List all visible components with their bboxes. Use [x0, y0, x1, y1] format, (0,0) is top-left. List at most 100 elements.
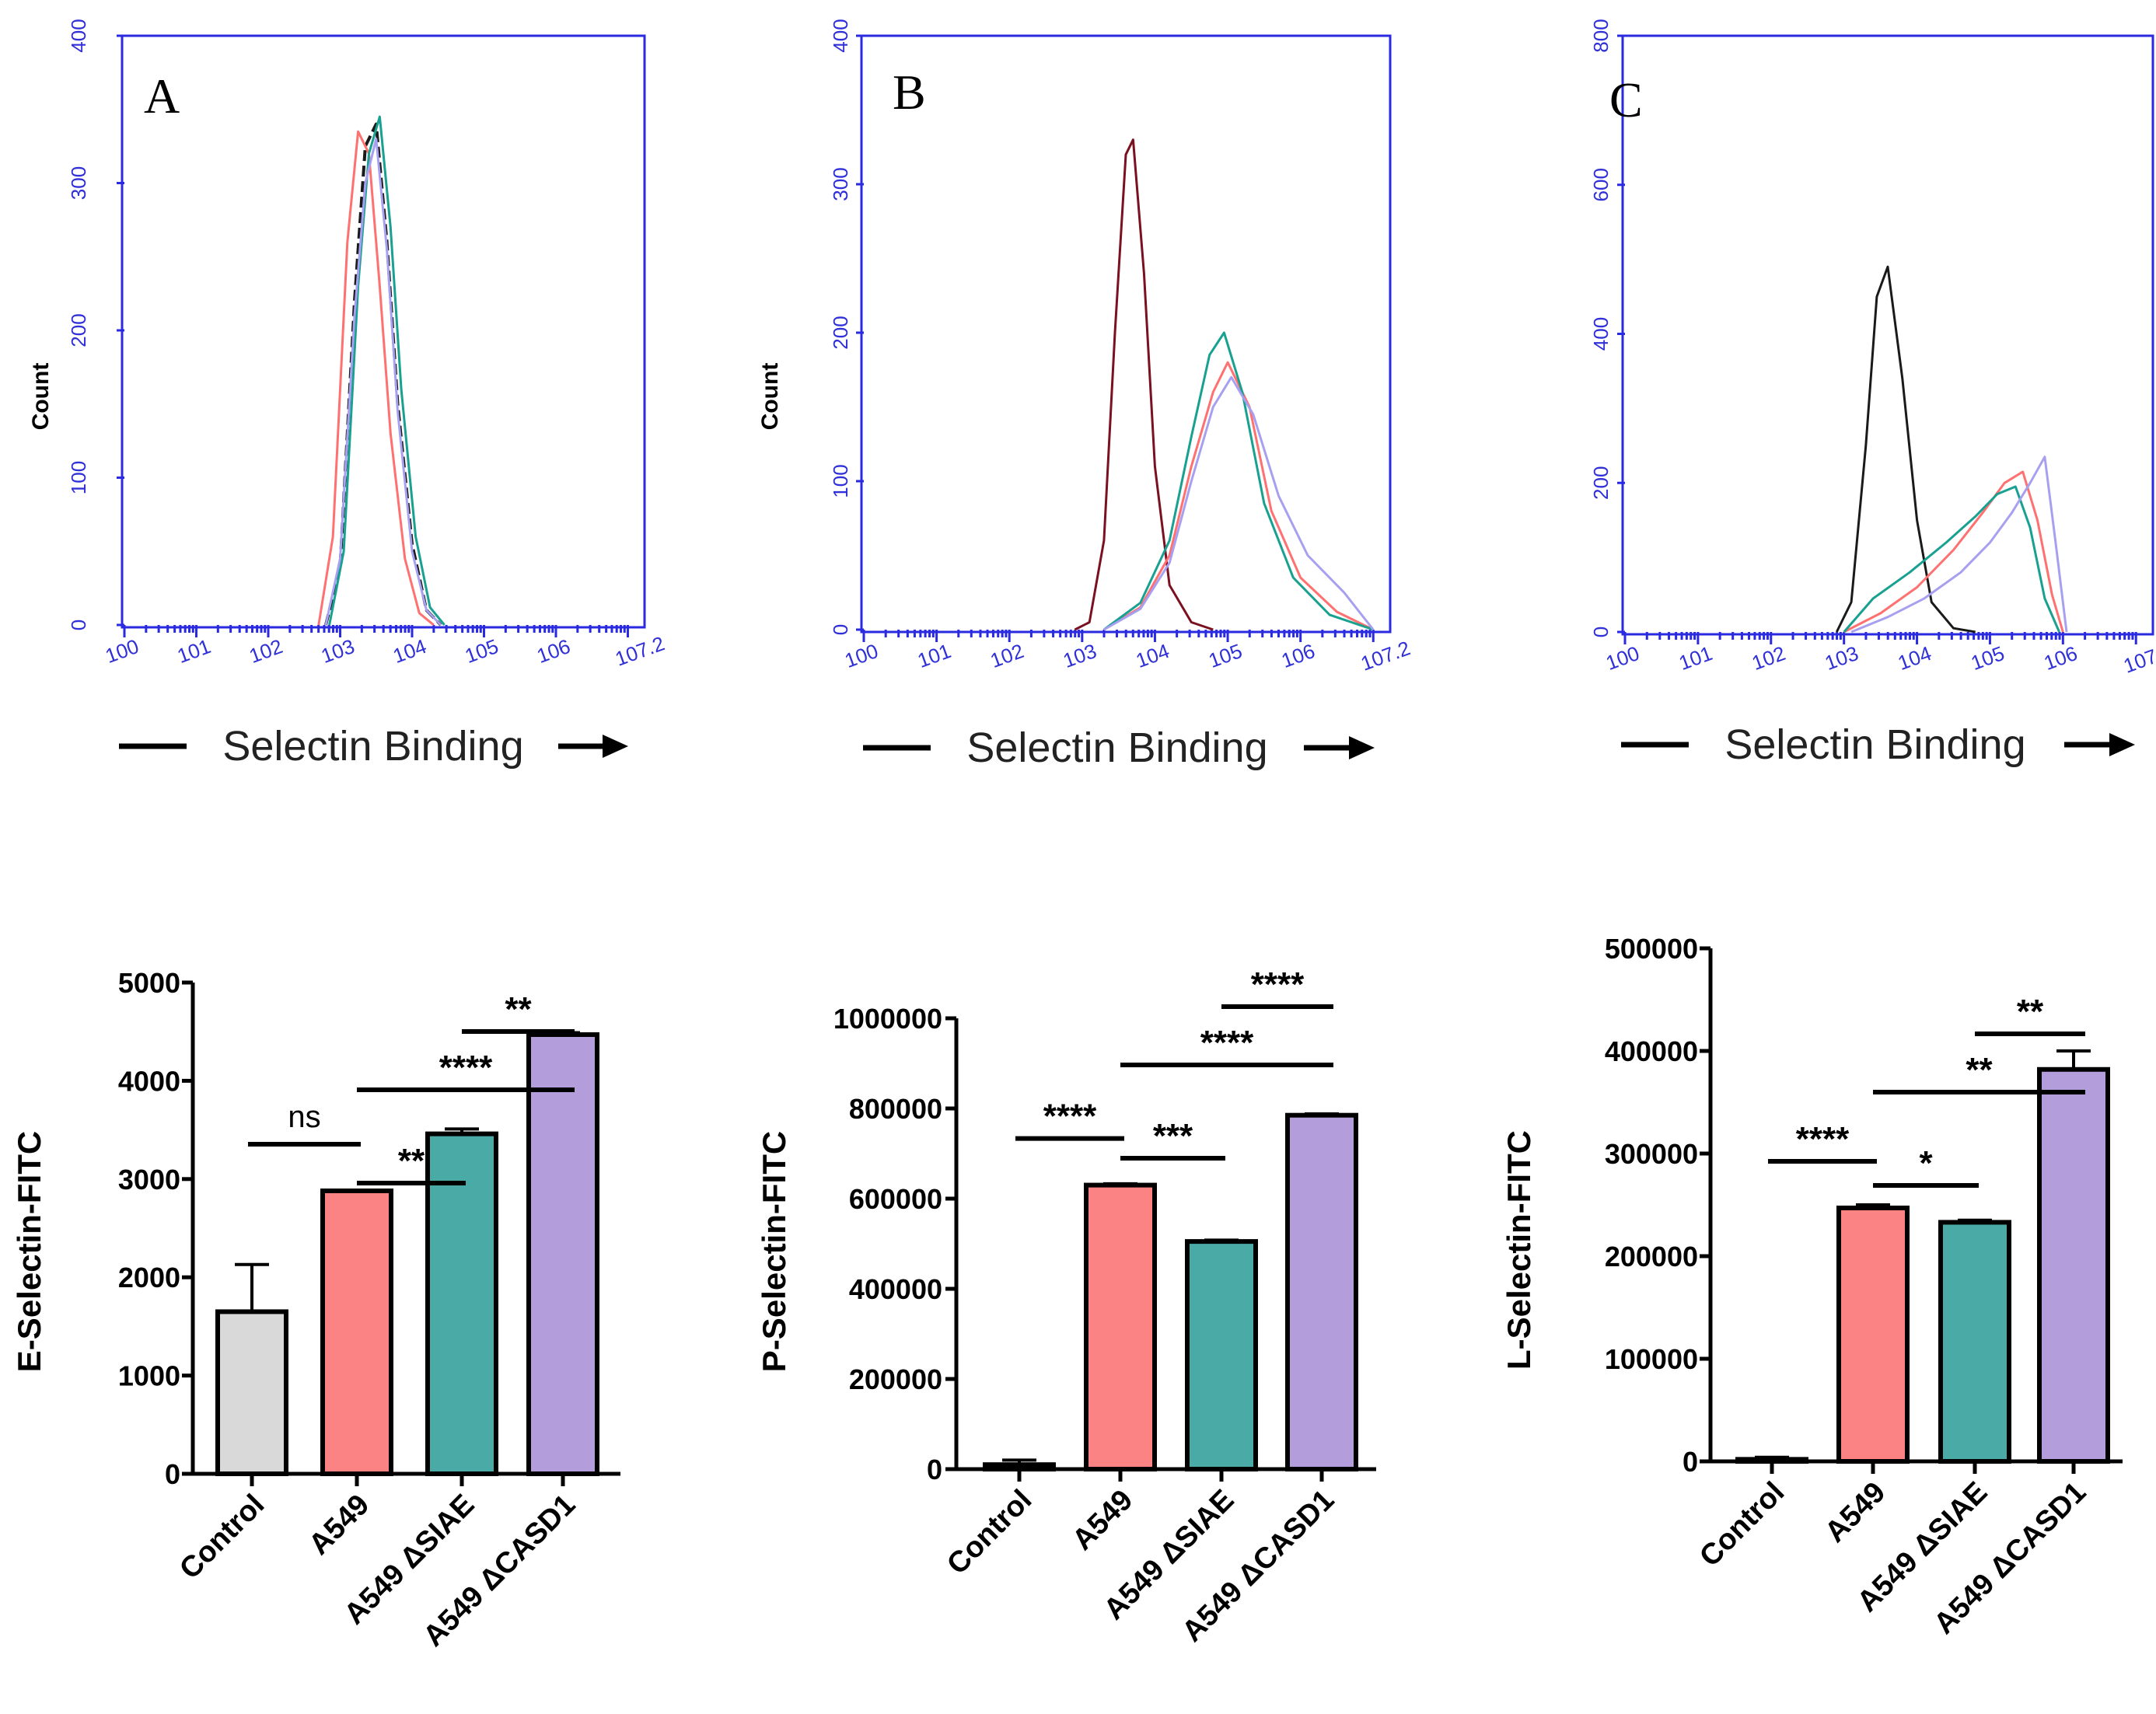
significance-label: ns [288, 1100, 320, 1134]
bar-3 [1285, 1112, 1358, 1471]
significance-label: ** [2017, 993, 2044, 1031]
flow-xtick-label: 105 [462, 634, 501, 668]
flow-xtick-label: 100 [102, 634, 142, 668]
flow-xtick-label: 104 [1133, 639, 1172, 672]
flow-ylabel: Count [757, 363, 783, 431]
bar-ytick-label: 200000 [849, 1363, 942, 1395]
flow-series-teal [1103, 331, 1374, 631]
significance-label: ** [505, 990, 532, 1028]
flow-ytick-label: 400 [1589, 317, 1613, 351]
significance-label: **** [1200, 1024, 1254, 1062]
flow-ylabel: Count [28, 363, 54, 431]
bar-ytick-label: 400000 [1605, 1035, 1698, 1067]
flow-xtick-label: 101 [1676, 641, 1715, 675]
flow-ytick-label: 300 [829, 167, 852, 201]
panel-letter: B [893, 65, 926, 120]
flow-ytick-label: 800 [1589, 19, 1613, 52]
flow-xtick-label: 101 [914, 639, 954, 672]
flow-ytick-label: 200 [1589, 466, 1613, 500]
bar-1 [320, 1188, 393, 1477]
flow-ytick-label: 200 [829, 316, 852, 349]
flow-panel-a: A Count 0 100 200 300 400 100 101 102 103 104 105… [28, 19, 668, 770]
flow-xtick-label: 107.2 [612, 631, 667, 670]
flow-ytick-label: 0 [1589, 627, 1613, 637]
bar-0 [1735, 1457, 1808, 1464]
bar-0 [215, 1309, 288, 1476]
panel-letter: C [1609, 72, 1643, 127]
flow-ytick-label: 400 [67, 19, 90, 52]
flow-ytick-label: 200 [67, 313, 90, 347]
flow-series-lavender [1103, 375, 1375, 631]
flow-xtick-label: 105 [1205, 639, 1245, 672]
significance-label: ** [1966, 1051, 1993, 1089]
bar-3 [2037, 1066, 2110, 1464]
flow-yticks: 0 100 200 300 400 [829, 19, 864, 635]
flow-xtick-label: 106 [1278, 639, 1318, 672]
bar-ytick-label: 600000 [849, 1183, 942, 1215]
flow-xtick-label: 101 [174, 634, 214, 668]
flow-series [1074, 138, 1375, 631]
xlabel-arrow [2064, 733, 2135, 756]
flow-xtick-label: 103 [1822, 641, 1861, 675]
flow-xtick-label: 106 [2041, 641, 2081, 675]
flow-ytick-label: 400 [829, 19, 852, 52]
flow-xticks: 100 101 102 103 104 105 106 107.2 [841, 630, 1413, 675]
flow-xtick-label: 107.2 [1358, 636, 1413, 675]
flow-xtick-label: 104 [390, 634, 429, 668]
bar-ytick-label: 1000000 [833, 1003, 942, 1035]
xlabel-arrow [1304, 736, 1375, 759]
flow-frame [860, 34, 1392, 634]
flow-xtick-label: 102 [246, 634, 285, 668]
bar-ytick-label: 4000 [118, 1065, 180, 1097]
flow-ytick-label: 0 [829, 624, 852, 635]
flow-series-lavender [1850, 456, 2068, 634]
bar-ytick-label: 0 [927, 1454, 942, 1485]
bar-ytick-label: 800000 [849, 1093, 942, 1125]
flow-frame [1621, 34, 2154, 636]
bar-ytick-label: 300000 [1605, 1138, 1698, 1170]
flow-panel-b: B Count 0 100 200 300 400 100 101 102 103 104 105… [757, 19, 1413, 771]
bar-ytick-label: 3000 [118, 1164, 180, 1196]
panel-letter: A [144, 68, 180, 124]
bar-ytick-label: 500000 [1605, 933, 1698, 965]
flow-xtick-label: 103 [318, 634, 358, 668]
significance-label: * [1919, 1144, 1933, 1182]
flow-xtick-label: 103 [1060, 639, 1099, 672]
bar-1 [1836, 1205, 1910, 1464]
bar-chart-p-selectin: P-Selectin-FITC 0 200000 400000 600000 80000… [756, 965, 1376, 1648]
flow-xlabel: Selectin Binding [222, 723, 523, 770]
flow-ytick-label: 300 [67, 166, 90, 200]
flow-panel-c: C 0 200 400 600 800 100 101 102 103 104 105 106 107… [1589, 19, 2156, 768]
flow-series-teal [1843, 485, 2060, 633]
bar-2 [1185, 1239, 1258, 1471]
flow-series-red [1103, 361, 1374, 631]
flow-series-red [317, 130, 435, 627]
significance-label: **** [1043, 1098, 1097, 1136]
flow-series-maroon [1074, 138, 1214, 631]
bar-chart-l-selectin: L-Selectin-FITC 0 100000 200000 300000 40000… [1501, 933, 2123, 1640]
bar-ytick-label: 200000 [1605, 1241, 1698, 1272]
flow-series-teal [328, 115, 446, 626]
flow-series [1835, 265, 2068, 634]
significance-label: **** [1251, 965, 1305, 1004]
bar-ylabel: E-Selectin-FITC [11, 1131, 47, 1372]
bar-ytick-label: 1000 [118, 1360, 180, 1392]
bar-chart-e-selectin: E-Selectin-FITC 0 1000 2000 3000 4000 5000 Con… [11, 967, 620, 1653]
bar-ylabel: L-Selectin-FITC [1501, 1130, 1537, 1370]
significance-label: **** [439, 1049, 493, 1087]
bar-ytick-label: 0 [1683, 1446, 1698, 1478]
flow-xtick-label: 102 [1749, 641, 1788, 675]
significance-label: ** [398, 1142, 425, 1180]
flow-xtick-label: 100 [841, 639, 881, 672]
bar-category-label: A549 [1066, 1484, 1139, 1557]
bar-category-label: Control [1693, 1476, 1791, 1573]
flow-xtick-label: 107.2 [2120, 638, 2156, 677]
flow-yticks: 0 200 400 600 800 [1589, 19, 1625, 637]
bar-ytick-label: 400000 [849, 1273, 942, 1305]
bar-3 [526, 1032, 599, 1476]
bar-category-label: A549 [302, 1489, 376, 1562]
flow-series [317, 115, 446, 627]
flow-xticks: 100 101 102 103 104 105 106 107.2 [1602, 632, 2156, 678]
significance-label: *** [1153, 1117, 1193, 1155]
